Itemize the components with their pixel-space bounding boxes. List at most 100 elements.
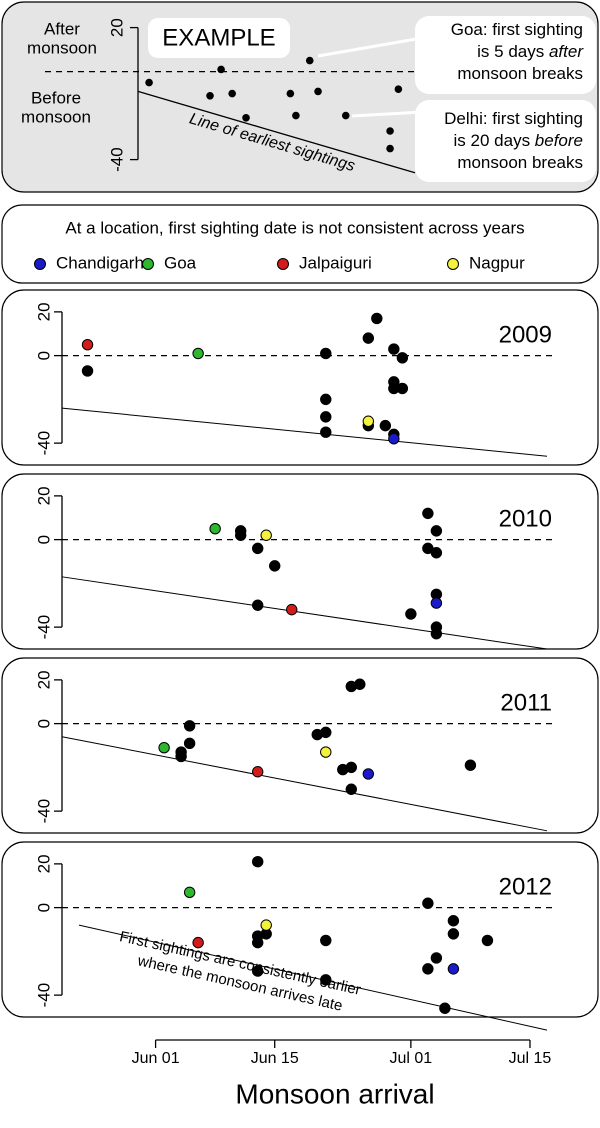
pointer bbox=[351, 110, 423, 118]
point bbox=[81, 365, 94, 377]
note-text: is 5 days bbox=[477, 42, 549, 61]
legend-marker bbox=[277, 258, 289, 270]
point bbox=[447, 915, 460, 927]
note-line: is 5 days after bbox=[477, 42, 584, 61]
note-line: Goa: first sighting bbox=[451, 20, 583, 39]
point bbox=[354, 678, 366, 690]
note-text: Delhi: first sighting bbox=[444, 109, 583, 128]
y-tick-label: 0 bbox=[34, 719, 53, 728]
point bbox=[192, 347, 204, 360]
point bbox=[362, 332, 375, 344]
y-tick-label: 0 bbox=[34, 535, 53, 544]
example-point bbox=[386, 127, 394, 135]
point bbox=[252, 855, 264, 868]
point bbox=[252, 965, 264, 977]
point bbox=[362, 768, 375, 780]
example-title: EXAMPLE bbox=[162, 24, 275, 51]
point bbox=[388, 343, 400, 355]
point bbox=[439, 1002, 451, 1014]
point bbox=[209, 522, 221, 535]
point bbox=[396, 382, 409, 395]
x-axis-title: Monsoon arrival bbox=[235, 1078, 434, 1109]
point bbox=[422, 507, 434, 520]
note-line: monsoon breaks bbox=[457, 153, 583, 172]
note-line: monsoon breaks bbox=[457, 64, 583, 83]
point bbox=[362, 415, 375, 427]
legend-marker bbox=[142, 258, 154, 270]
point bbox=[396, 352, 409, 364]
example-point bbox=[228, 89, 236, 98]
example-point bbox=[305, 56, 314, 65]
point bbox=[260, 919, 272, 931]
y-tick-label: 0 bbox=[34, 351, 53, 360]
x-tick-label: Jul 01 bbox=[390, 1050, 433, 1067]
note-text: monsoon breaks bbox=[457, 64, 583, 83]
panel-frame bbox=[1, 289, 599, 466]
earliest-line bbox=[137, 90, 416, 174]
note-box bbox=[415, 16, 596, 94]
after-label: After bbox=[44, 19, 80, 38]
note-text: is 20 days bbox=[454, 131, 535, 150]
example-point bbox=[145, 78, 153, 87]
point bbox=[320, 974, 332, 986]
note-text: after bbox=[549, 42, 584, 61]
earliest-line bbox=[78, 924, 548, 1031]
y-tick-label: 20 bbox=[34, 670, 53, 689]
legend-label: Goa bbox=[164, 253, 197, 272]
point bbox=[183, 720, 196, 732]
point bbox=[320, 347, 332, 360]
y-tick-label: 0 bbox=[34, 903, 53, 912]
point bbox=[320, 393, 332, 406]
earliest-line bbox=[61, 576, 548, 650]
point bbox=[81, 338, 94, 351]
example-point bbox=[286, 89, 295, 98]
example-point bbox=[242, 114, 250, 122]
y-tick-label: -40 bbox=[34, 431, 53, 456]
note-text: monsoon breaks bbox=[457, 153, 583, 172]
note-text: Goa: first sighting bbox=[451, 20, 583, 39]
point bbox=[175, 750, 187, 763]
y-tick-label: -40 bbox=[34, 799, 53, 824]
point bbox=[269, 560, 281, 572]
legend-marker bbox=[34, 258, 46, 270]
point bbox=[371, 312, 383, 325]
note-line: is 20 days before bbox=[454, 131, 583, 150]
before-label: Before bbox=[31, 88, 81, 107]
example-point bbox=[341, 111, 350, 120]
panel-year: 2012 bbox=[499, 873, 552, 900]
example-point bbox=[314, 87, 322, 96]
example-point bbox=[217, 65, 225, 74]
point bbox=[320, 746, 332, 758]
point bbox=[422, 963, 434, 975]
legend-label: Jalpaiguri bbox=[299, 253, 372, 272]
point bbox=[447, 928, 460, 940]
point bbox=[286, 603, 298, 616]
point bbox=[252, 766, 264, 778]
point bbox=[320, 726, 332, 739]
point bbox=[252, 542, 264, 555]
note-text: before bbox=[535, 131, 583, 150]
point bbox=[345, 783, 357, 795]
point bbox=[430, 952, 443, 964]
legend-label: Nagpur bbox=[469, 253, 525, 272]
panel-frame bbox=[1, 657, 599, 834]
point bbox=[320, 934, 332, 947]
point bbox=[422, 897, 434, 909]
panel-year: 2009 bbox=[499, 321, 552, 348]
y-tick-label: -40 bbox=[107, 147, 126, 172]
example-point bbox=[292, 111, 300, 120]
after-label: monsoon bbox=[27, 38, 97, 57]
legend-marker bbox=[447, 258, 459, 270]
point bbox=[430, 547, 443, 559]
point bbox=[252, 599, 264, 611]
point bbox=[320, 411, 332, 423]
y-tick-label: 20 bbox=[107, 18, 126, 37]
point bbox=[234, 529, 247, 541]
point bbox=[183, 886, 196, 899]
example-point bbox=[394, 85, 403, 93]
point bbox=[192, 936, 204, 949]
point bbox=[405, 608, 417, 620]
point bbox=[388, 433, 400, 445]
point bbox=[464, 759, 477, 771]
